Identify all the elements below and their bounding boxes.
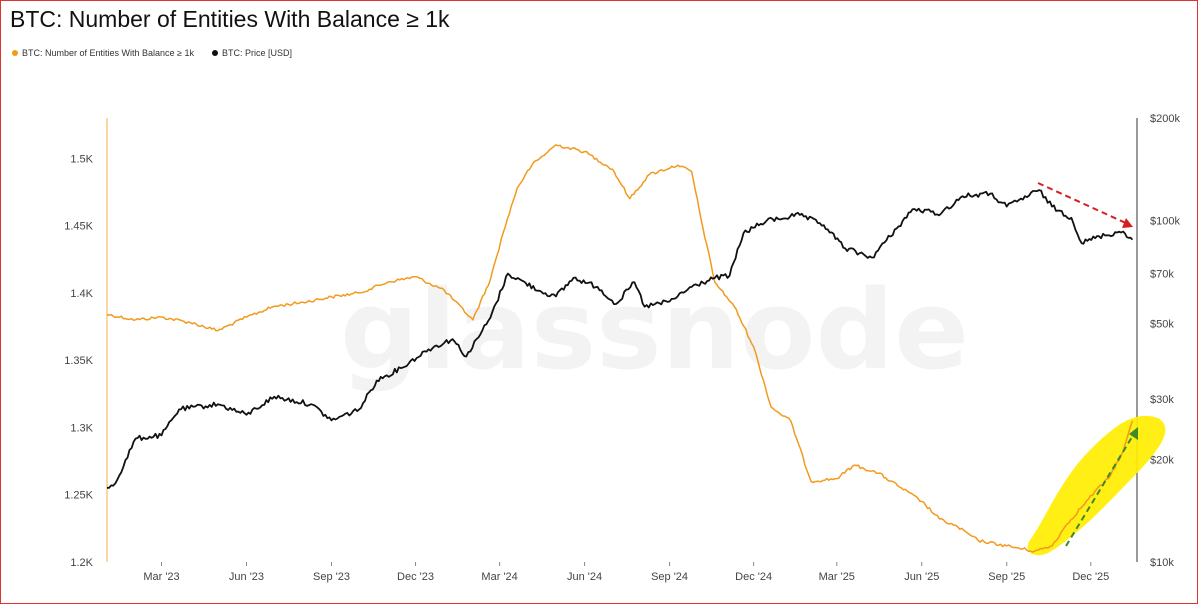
right-tick-label: $50k (1150, 318, 1174, 330)
legend-item-price[interactable]: BTC: Price [USD] (212, 48, 292, 58)
left-tick-label: 1.4K (70, 288, 93, 300)
entities-trend-arrow-head (1129, 427, 1138, 440)
entities-trend-arrow (1065, 431, 1136, 547)
x-tick-label: Mar '25 (819, 571, 855, 583)
right-tick-label: $20k (1150, 454, 1174, 466)
x-tick-label: Jun '24 (567, 571, 602, 583)
series-group (106, 144, 1134, 553)
watermark-logo: glassnode (340, 266, 969, 394)
legend: BTC: Number of Entities With Balance ≥ 1… (12, 48, 292, 58)
right-tick-label: $70k (1150, 269, 1174, 281)
x-tick-label: Sep '24 (651, 571, 688, 583)
left-tick-label: 1.2K (70, 557, 93, 569)
legend-dot-price (212, 50, 219, 56)
left-tick-label: 1.35K (64, 355, 93, 367)
right-tick-label: $10k (1150, 557, 1174, 569)
x-axis-ticks: Mar '23 Jun '23 Sep '23 Dec '23 Mar '24 Jun '… (143, 562, 1109, 583)
legend-item-entities[interactable]: BTC: Number of Entities With Balance ≥ 1… (12, 48, 194, 58)
legend-label-price: BTC: Price [USD] (222, 48, 293, 58)
left-tick-label: 1.25K (64, 490, 93, 502)
right-tick-label: $30k (1150, 394, 1174, 406)
x-tick-label: Dec '24 (735, 571, 772, 583)
x-tick-label: Dec '23 (397, 571, 434, 583)
right-axis-ticks: $10k $20k $30k $50k $70k $100k $200k (1150, 113, 1180, 569)
right-tick-label: $200k (1150, 113, 1180, 125)
right-tick-label: $100k (1150, 216, 1180, 228)
left-tick-label: 1.45K (64, 221, 93, 233)
x-tick-label: Mar '24 (481, 571, 517, 583)
left-axis-ticks: 1.2K 1.25K 1.3K 1.35K 1.4K 1.45K 1.5K (64, 153, 93, 569)
x-tick-label: Dec '25 (1072, 571, 1109, 583)
series-line-price (107, 189, 1134, 489)
left-tick-label: 1.5K (70, 153, 93, 165)
left-tick-label: 1.3K (70, 422, 93, 434)
legend-dot-entities (12, 50, 18, 56)
legend-label-entities: BTC: Number of Entities With Balance ≥ 1… (22, 48, 195, 58)
x-tick-label: Sep '23 (313, 571, 350, 583)
price-trend-arrow-head (1122, 218, 1133, 228)
x-tick-label: Jun '25 (904, 571, 939, 583)
price-trend-arrow (1037, 182, 1129, 225)
series-line-entities (106, 144, 1134, 553)
highlight-marker (1027, 415, 1166, 556)
x-tick-label: Mar '23 (143, 571, 179, 583)
chart-title: BTC: Number of Entities With Balance ≥ 1… (10, 6, 450, 32)
x-tick-label: Sep '25 (988, 571, 1025, 583)
x-tick-label: Jun '23 (229, 571, 264, 583)
